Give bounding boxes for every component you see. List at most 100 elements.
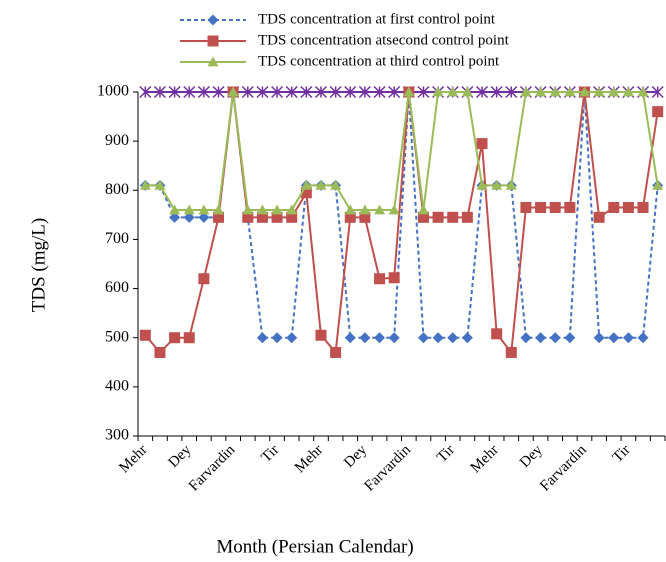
marker xyxy=(520,332,532,344)
marker xyxy=(622,201,634,213)
legend-label: TDS concentration atsecond control point xyxy=(258,32,510,48)
marker xyxy=(491,179,503,190)
marker xyxy=(622,86,634,97)
marker xyxy=(549,332,561,344)
marker xyxy=(153,85,166,99)
marker xyxy=(285,85,298,99)
x-tick-label: Farvardin xyxy=(537,442,590,495)
x-tick-label: Tir xyxy=(434,442,458,466)
marker xyxy=(637,86,649,97)
marker xyxy=(256,211,268,223)
marker xyxy=(256,204,268,215)
legend-item: TDS concentration at third control point xyxy=(180,53,500,69)
x-tick-label: Dey xyxy=(341,442,370,471)
marker xyxy=(314,85,328,99)
marker xyxy=(652,179,664,190)
marker xyxy=(608,86,620,97)
y-tick-label: 800 xyxy=(105,181,129,198)
marker xyxy=(490,85,503,99)
marker xyxy=(461,211,473,223)
marker xyxy=(403,86,415,97)
marker xyxy=(491,328,503,340)
y-tick-label: 1000 xyxy=(97,83,129,100)
marker xyxy=(183,204,195,215)
marker xyxy=(475,85,489,99)
y-axis-title: TDS (mg/L) xyxy=(28,218,49,312)
marker xyxy=(212,85,225,99)
x-tick-label: Tir xyxy=(610,442,634,466)
marker xyxy=(183,211,195,223)
marker xyxy=(417,85,430,99)
marker xyxy=(549,201,561,213)
marker xyxy=(198,273,210,285)
marker xyxy=(344,211,356,223)
x-tick-label: Mehr xyxy=(292,442,326,476)
marker xyxy=(139,329,151,341)
marker xyxy=(213,204,225,215)
marker xyxy=(344,332,356,344)
x-axis-title: Month (Persian Calendar) xyxy=(216,536,413,557)
marker xyxy=(315,179,327,190)
marker xyxy=(207,56,219,67)
marker xyxy=(241,85,254,99)
marker xyxy=(388,204,400,215)
marker xyxy=(564,86,576,97)
x-tick-label: Dey xyxy=(517,442,546,471)
marker xyxy=(359,332,371,344)
marker xyxy=(315,329,327,341)
marker xyxy=(242,204,254,215)
marker xyxy=(476,138,488,150)
marker xyxy=(637,332,649,344)
marker xyxy=(447,86,459,97)
marker xyxy=(535,332,547,344)
marker xyxy=(388,85,401,99)
marker xyxy=(359,211,371,223)
marker xyxy=(417,204,429,215)
marker xyxy=(154,346,166,358)
marker xyxy=(461,86,473,97)
marker xyxy=(549,86,561,97)
marker xyxy=(344,204,356,215)
marker xyxy=(271,85,284,99)
marker xyxy=(622,332,634,344)
marker xyxy=(432,211,444,223)
marker xyxy=(198,204,210,215)
x-tick-label: Tir xyxy=(258,442,282,466)
marker xyxy=(213,211,225,223)
marker xyxy=(154,179,166,190)
marker xyxy=(183,332,195,344)
marker xyxy=(535,201,547,213)
marker xyxy=(242,211,254,223)
marker xyxy=(447,211,459,223)
marker xyxy=(271,332,283,344)
legend-label: TDS concentration at third control point xyxy=(258,53,500,69)
marker xyxy=(505,85,518,99)
marker xyxy=(271,211,283,223)
marker xyxy=(358,85,371,99)
marker xyxy=(373,85,386,99)
marker xyxy=(432,332,444,344)
marker xyxy=(169,332,181,344)
marker xyxy=(198,211,210,223)
marker xyxy=(286,211,298,223)
marker xyxy=(168,85,181,99)
marker xyxy=(207,14,219,26)
marker xyxy=(183,85,196,99)
marker xyxy=(256,332,268,344)
marker xyxy=(271,204,283,215)
marker xyxy=(197,85,210,99)
marker xyxy=(207,35,219,47)
marker xyxy=(564,201,576,213)
x-tick-label: Dey xyxy=(166,442,195,471)
marker xyxy=(374,273,386,285)
y-tick-label: 600 xyxy=(105,279,129,296)
legend-item: TDS concentration atsecond control point xyxy=(180,32,510,48)
marker xyxy=(344,85,357,99)
marker xyxy=(169,211,181,223)
marker xyxy=(447,332,459,344)
marker xyxy=(461,332,473,344)
marker xyxy=(286,332,298,344)
marker xyxy=(374,204,386,215)
marker xyxy=(139,179,151,190)
